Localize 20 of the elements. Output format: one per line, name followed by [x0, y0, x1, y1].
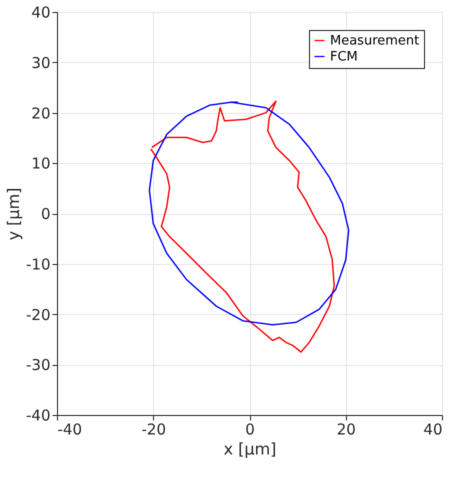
x-tick-label: 20: [336, 420, 356, 438]
x-axis-title: x [µm]: [224, 440, 276, 458]
y-tick-label: -30: [26, 356, 50, 374]
x-tick-label: -40: [58, 420, 82, 438]
x-tick-label: 40: [423, 420, 442, 438]
y-tick-label: -10: [26, 255, 50, 274]
line-series: [148, 101, 350, 326]
line-series: [150, 100, 335, 353]
y-tick-label: 0: [40, 205, 50, 223]
y-tick-label: -20: [26, 306, 50, 324]
x-tick-label: -20: [142, 420, 166, 438]
y-tick-label: -40: [26, 406, 50, 424]
y-tick-label: 10: [31, 154, 50, 173]
legend-label: Measurement: [330, 34, 420, 48]
x-tick-label: 0: [245, 420, 255, 438]
y-tick-label: 20: [31, 104, 50, 122]
legend-label: FCM: [330, 50, 358, 64]
y-tick-label: 40: [31, 4, 50, 22]
y-axis-title: y [µm]: [4, 188, 23, 240]
y-tick-label: 30: [31, 54, 50, 72]
